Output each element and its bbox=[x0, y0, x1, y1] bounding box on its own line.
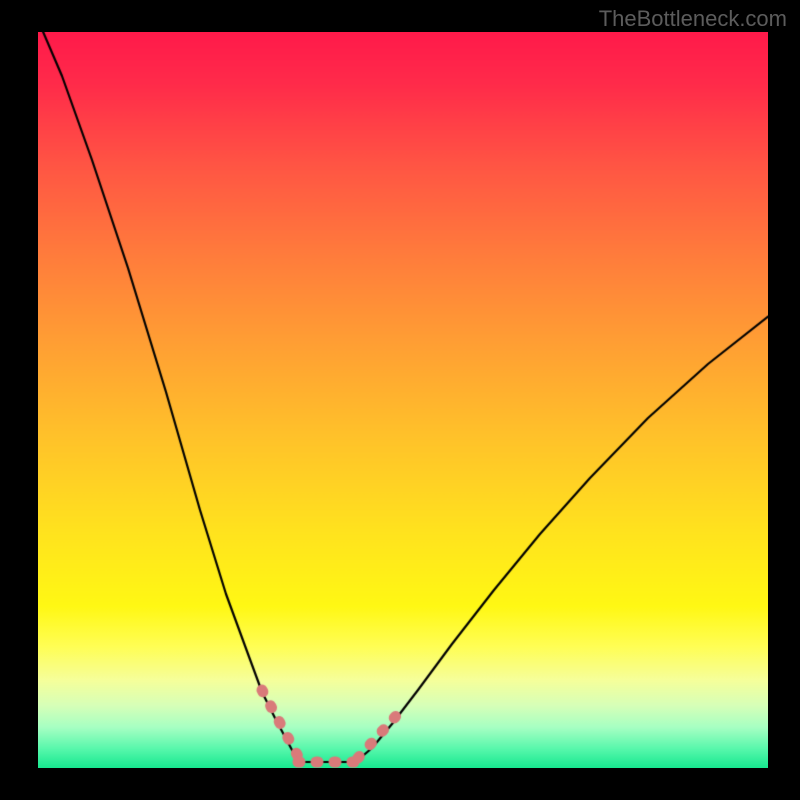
plot-area bbox=[38, 32, 768, 768]
chart-container: TheBottleneck.com bbox=[0, 0, 800, 800]
watermark-text: TheBottleneck.com bbox=[599, 6, 787, 32]
bottleneck-curve bbox=[38, 32, 768, 768]
